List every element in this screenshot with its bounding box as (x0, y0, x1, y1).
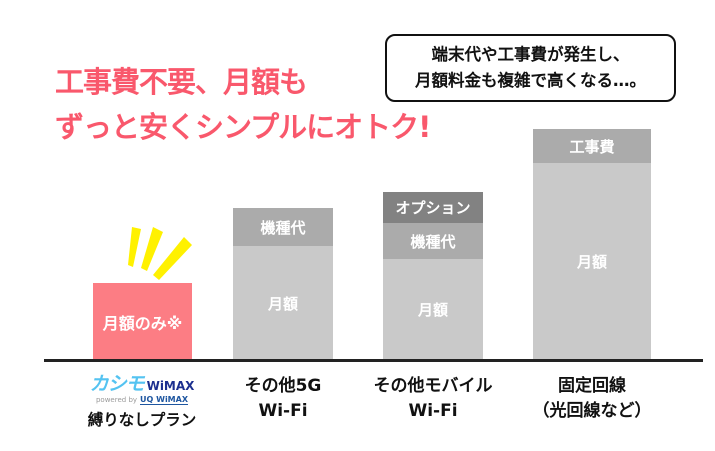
bar-fixed-line: 工事費 月額 (533, 129, 651, 360)
powered-by-text: powered by (95, 396, 138, 404)
segment-device-fee-label: 機種代 (260, 218, 306, 237)
sparkle-icon (128, 227, 192, 280)
category-line2: Wi-Fi (408, 401, 458, 421)
segment-device-fee: 機種代 (233, 208, 333, 246)
plan-name: 縛りなしプラン (87, 411, 197, 429)
segment-option-fee: オプション (383, 192, 483, 223)
category-other-mobile-wifi: その他モバイル Wi-Fi (363, 374, 503, 424)
segment-device-fee-label: 機種代 (410, 232, 456, 251)
headline-line1: 工事費不要、月額も (55, 65, 308, 99)
category-line1: その他5G (244, 376, 322, 396)
kashimo-logo-text: カシモ (89, 373, 145, 395)
wimax-logo-text: WiMAX (146, 379, 195, 393)
headline-line2: ずっと安くシンプルにオトク! (55, 110, 431, 144)
segment-monthly-only-label: 月額のみ※ (102, 313, 183, 333)
segment-monthly-fee-label: 月額 (267, 294, 298, 313)
category-line2: （光回線など） (532, 401, 652, 421)
segment-construction-fee-label: 工事費 (569, 137, 615, 156)
category-fixed-line: 固定回線 （光回線など） (512, 374, 672, 424)
segment-monthly-fee-label: 月額 (417, 301, 448, 319)
x-axis-line (44, 359, 703, 362)
uq-wimax-logo-text: UQ WiMAX (140, 395, 188, 405)
segment-construction-fee: 工事費 (533, 129, 651, 163)
headline: 工事費不要、月額も ずっと安くシンプルにオトク! (55, 60, 431, 150)
segment-monthly-fee: 月額 (233, 246, 333, 360)
segment-monthly-only: 月額のみ※ (93, 283, 192, 360)
segment-monthly-fee: 月額 (533, 163, 651, 360)
bar-kashimo: 月額のみ※ (93, 283, 192, 360)
segment-option-fee-label: オプション (395, 199, 471, 217)
segment-monthly-fee: 月額 (383, 259, 483, 360)
category-other-5g-wifi: その他5G Wi-Fi (213, 374, 353, 424)
powered-by-row: powered by UQ WiMAX (72, 395, 212, 405)
callout-line1: 端末代や工事費が発生し、 (431, 45, 630, 64)
callout-line2: 月額料金も複雑で高くなる…。 (415, 71, 646, 90)
callout-box: 端末代や工事費が発生し、 月額料金も複雑で高くなる…。 (385, 34, 676, 102)
segment-device-fee: 機種代 (383, 223, 483, 259)
category-kashimo: カシモ WiMAX powered by UQ WiMAX 縛りなしプラン (72, 369, 212, 430)
category-line2: Wi-Fi (258, 401, 308, 421)
kashimo-wimax-logo: カシモ WiMAX (72, 369, 212, 396)
segment-monthly-fee-label: 月額 (576, 253, 607, 271)
category-line1: その他モバイル (373, 376, 493, 396)
category-line1: 固定回線 (558, 376, 626, 396)
bar-other-5g-wifi: 機種代 月額 (233, 208, 333, 360)
bar-other-mobile-wifi: オプション 機種代 月額 (383, 192, 483, 360)
